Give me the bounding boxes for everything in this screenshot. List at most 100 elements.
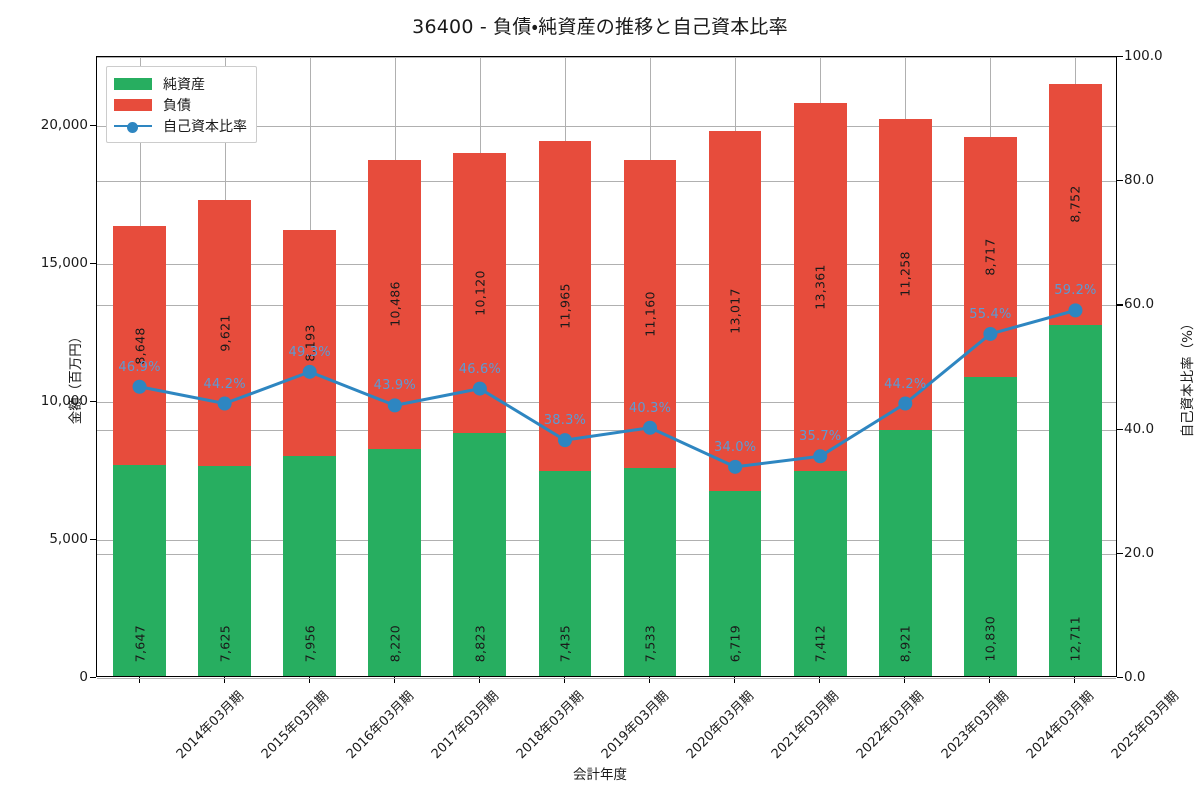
x-axis-tick-mark <box>819 677 821 683</box>
bar-segment-liability[interactable]: 9,621 <box>198 200 251 466</box>
legend-label-liability: 負債 <box>163 97 191 114</box>
y-axis-tick-label-right: 0.0 <box>1124 669 1146 685</box>
bar-segment-liability[interactable]: 13,361 <box>793 102 847 472</box>
y-axis-label-right: 自己資本比率（%） <box>1180 316 1196 438</box>
gridline-horizontal-secondary <box>97 678 1116 679</box>
y-axis-tick-label-right: 40.0 <box>1124 420 1155 437</box>
chart-title: 36400 - 負債・純資産の推移と自己資本比率 <box>412 16 788 38</box>
bar-stack[interactable]: 7,956 8,193 <box>283 230 337 676</box>
x-axis-tick-mark <box>649 677 651 683</box>
bar-segment-equity[interactable]: 7,625 <box>198 465 251 676</box>
bar-segment-equity[interactable]: 8,823 <box>453 432 507 676</box>
gridline-horizontal <box>97 126 1116 127</box>
y-axis-tick-mark-right <box>1117 552 1123 555</box>
x-axis-tick-mark <box>989 677 991 683</box>
bar-segment-equity[interactable]: 12,711 <box>1049 325 1102 676</box>
y-axis-label-left: 金額（百万円） <box>68 329 84 425</box>
bar-stack[interactable]: 6,719 13,017 <box>708 131 762 676</box>
gridline-horizontal-secondary <box>97 57 1116 58</box>
legend-label-equity-ratio: 自己資本比率 <box>163 118 247 135</box>
bar-segment-liability[interactable]: 10,120 <box>453 153 507 433</box>
gridline-horizontal <box>97 264 1116 265</box>
bar-segment-equity[interactable]: 8,921 <box>878 429 932 676</box>
bar-segment-equity[interactable]: 7,647 <box>113 464 166 676</box>
y-axis-tick-label-left: 5,000 <box>49 531 88 547</box>
bar-segment-liability[interactable]: 8,717 <box>963 136 1017 378</box>
bar-segment-liability[interactable]: 13,017 <box>708 131 762 491</box>
bar-segment-equity[interactable]: 10,830 <box>963 377 1017 676</box>
ratio-value-label: 38.3% <box>543 413 587 429</box>
bar-value-label-equity: 7,533 <box>642 624 658 662</box>
bar-stack[interactable]: 12,711 8,752 <box>1049 83 1102 676</box>
x-axis-tick-label: 2024年03月期 <box>1024 688 1098 763</box>
x-axis-tick-label: 2020年03月期 <box>683 688 758 763</box>
bar-segment-equity[interactable]: 8,220 <box>368 449 422 676</box>
bar-value-label-equity: 7,647 <box>132 624 148 662</box>
bar-stack[interactable]: 7,625 9,621 <box>198 200 251 676</box>
bar-stack[interactable]: 7,533 11,160 <box>623 160 677 676</box>
bar-segment-liability[interactable]: 8,193 <box>283 230 337 457</box>
bar-value-label-liability: 9,621 <box>217 314 233 352</box>
bar-value-label-liability: 8,648 <box>132 326 148 365</box>
y-axis-tick-mark-right <box>1117 677 1123 679</box>
y-axis-tick-label-right: 100.0 <box>1124 48 1163 64</box>
bar-segment-equity[interactable]: 7,533 <box>623 468 677 676</box>
bar-value-label-liability: 8,752 <box>1067 185 1083 224</box>
legend-item-equity: 純資産 <box>114 73 247 94</box>
bar-segment-liability[interactable]: 8,752 <box>1049 83 1102 326</box>
chart-legend: 純資産 負債 自己資本比率 <box>106 66 257 143</box>
x-axis-tick-mark <box>1074 677 1076 683</box>
x-axis-tick-mark <box>139 677 141 683</box>
bar-value-label-equity: 8,921 <box>897 624 913 662</box>
bar-stack[interactable]: 8,921 11,258 <box>878 119 932 676</box>
ratio-value-label: 43.9% <box>373 378 416 394</box>
bar-segment-liability[interactable]: 11,160 <box>623 160 677 469</box>
y-axis-tick-mark-right <box>1117 180 1123 182</box>
ratio-value-label: 44.2% <box>203 376 246 392</box>
bar-value-label-equity: 7,412 <box>812 624 828 662</box>
y-axis-tick-mark-left <box>90 263 96 265</box>
ratio-value-label: 35.7% <box>799 429 842 445</box>
bar-value-label-equity: 7,435 <box>557 624 573 662</box>
bar-value-label-liability: 8,717 <box>982 238 998 276</box>
bar-segment-liability[interactable]: 8,648 <box>113 226 166 465</box>
x-axis-tick-mark <box>309 677 311 683</box>
y-axis-tick-mark-right <box>1117 428 1123 430</box>
bar-value-label-liability: 10,486 <box>387 281 403 328</box>
bar-value-label-equity: 10,830 <box>982 616 998 662</box>
bar-segment-equity[interactable]: 7,956 <box>283 456 337 676</box>
bar-segment-equity[interactable]: 7,412 <box>793 471 847 676</box>
bar-stack[interactable]: 8,220 10,486 <box>368 159 422 676</box>
legend-line-marker-icon <box>114 119 152 133</box>
bar-value-label-equity: 8,220 <box>387 624 403 662</box>
ratio-value-label: 46.9% <box>118 359 161 375</box>
bar-value-label-equity: 7,956 <box>302 624 318 662</box>
gridline-horizontal-secondary <box>97 553 1116 555</box>
plot-area: 7,647 8,648 7,625 9,621 7,956 8,193 8,220 10,48… <box>96 56 1117 679</box>
bar-segment-liability[interactable]: 10,486 <box>368 159 422 450</box>
bar-value-label-equity: 8,823 <box>472 624 488 662</box>
bar-stack[interactable]: 7,435 11,965 <box>538 140 592 676</box>
x-axis-tick-label: 2021年03月期 <box>768 688 843 763</box>
x-axis-tick-label: 2022年03月期 <box>853 688 928 763</box>
x-axis-tick-label: 2019年03月期 <box>598 688 673 763</box>
x-axis-label: 会計年度 <box>573 767 627 783</box>
bar-value-label-equity: 7,625 <box>217 624 233 662</box>
x-axis-tick-mark <box>224 677 226 683</box>
bar-segment-equity[interactable]: 7,435 <box>538 470 592 676</box>
bar-stack[interactable]: 7,647 8,648 <box>113 226 166 676</box>
ratio-value-label: 46.6% <box>458 361 502 377</box>
bar-value-label-liability: 11,258 <box>897 251 913 298</box>
x-axis-tick-mark <box>904 677 906 683</box>
bar-stack[interactable]: 10,830 8,717 <box>963 136 1017 676</box>
y-axis-tick-mark-right <box>1117 304 1123 306</box>
ratio-value-label: 34.0% <box>713 439 757 455</box>
x-axis-tick-mark <box>564 677 566 683</box>
bar-value-label-liability: 13,017 <box>727 288 743 334</box>
bar-value-label-liability: 13,361 <box>812 264 828 310</box>
ratio-value-label: 44.2% <box>884 376 927 392</box>
bar-stack[interactable]: 8,823 10,120 <box>453 153 507 676</box>
bar-stack[interactable]: 7,412 13,361 <box>793 102 847 676</box>
bar-segment-equity[interactable]: 6,719 <box>708 490 762 676</box>
